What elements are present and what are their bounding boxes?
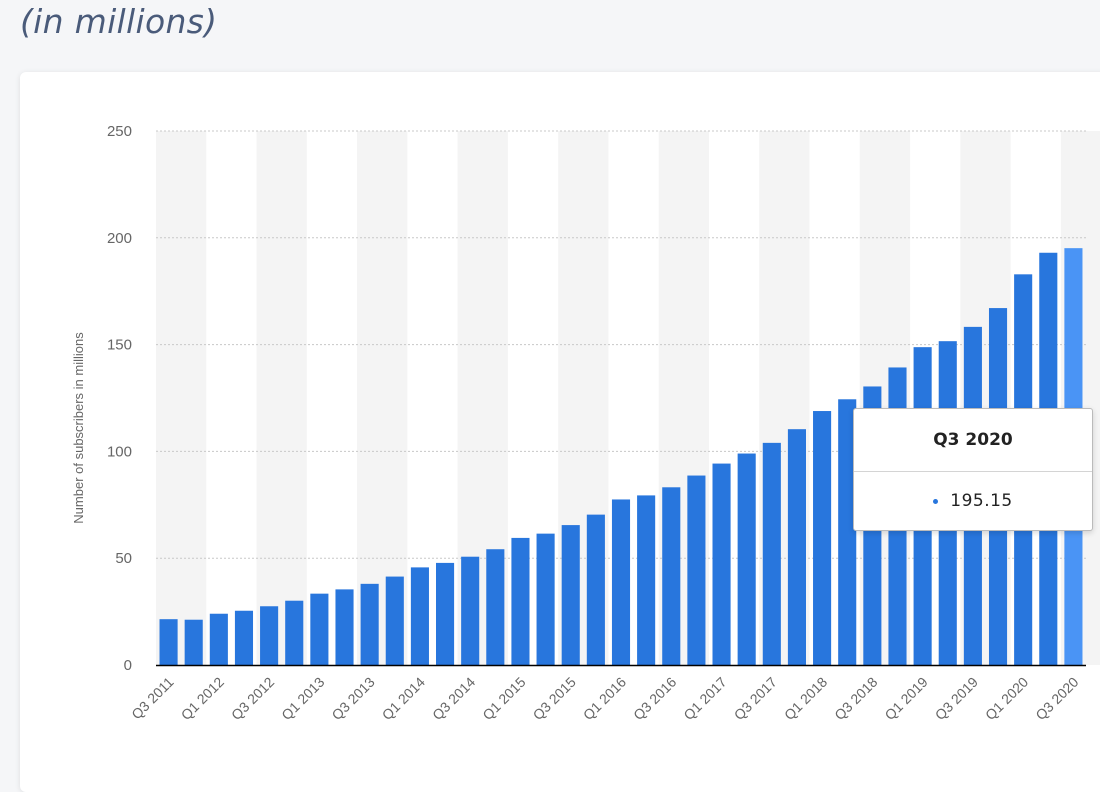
bar[interactable] bbox=[260, 606, 279, 665]
bar[interactable] bbox=[838, 399, 857, 665]
x-tick-label: Q1 2012 bbox=[178, 674, 227, 723]
chart-subtitle: (in millions) bbox=[20, 2, 218, 41]
y-axis-label: Number of subscribers in millions bbox=[71, 332, 86, 524]
bar[interactable] bbox=[285, 600, 304, 665]
bar[interactable] bbox=[712, 463, 731, 665]
tooltip-value: 195.15 bbox=[950, 491, 1013, 511]
bar[interactable] bbox=[335, 589, 354, 665]
column-band bbox=[256, 131, 307, 665]
bar[interactable] bbox=[159, 619, 178, 665]
x-tick-label: Q3 2011 bbox=[128, 674, 177, 723]
bar[interactable] bbox=[310, 593, 329, 665]
y-tick-label: 250 bbox=[107, 123, 132, 140]
bar[interactable] bbox=[511, 537, 530, 665]
bar[interactable] bbox=[637, 495, 656, 665]
bar[interactable] bbox=[787, 429, 806, 665]
x-tick-label: Q1 2016 bbox=[580, 674, 629, 723]
bar[interactable] bbox=[586, 514, 605, 665]
x-tick-label: Q3 2017 bbox=[731, 674, 780, 723]
y-axis-ticks: 0 50 100 150 200 250 bbox=[107, 123, 132, 674]
bar[interactable] bbox=[360, 583, 379, 665]
column-band bbox=[156, 131, 207, 665]
bar[interactable] bbox=[461, 556, 480, 665]
x-tick-label: Q3 2015 bbox=[530, 674, 579, 723]
bar[interactable] bbox=[486, 549, 505, 665]
bar[interactable] bbox=[687, 475, 706, 665]
x-tick-label: Q1 2014 bbox=[379, 674, 428, 723]
y-tick-label: 100 bbox=[107, 443, 132, 460]
bar[interactable] bbox=[209, 613, 228, 665]
bar[interactable] bbox=[561, 525, 580, 665]
x-tick-label: Q1 2013 bbox=[278, 674, 327, 723]
y-tick-label: 200 bbox=[107, 230, 132, 247]
bar[interactable] bbox=[385, 576, 404, 665]
tooltip-label: Q3 2020 bbox=[854, 409, 1092, 472]
x-tick-label: Q3 2012 bbox=[228, 674, 277, 723]
x-tick-label: Q3 2016 bbox=[630, 674, 679, 723]
bar[interactable] bbox=[611, 499, 631, 665]
bar[interactable] bbox=[436, 562, 455, 665]
x-tick-label: Q1 2018 bbox=[781, 674, 830, 723]
x-tick-label: Q3 2014 bbox=[429, 674, 478, 723]
x-tick-label: Q3 2019 bbox=[932, 674, 981, 723]
bar[interactable] bbox=[536, 533, 555, 665]
column-band bbox=[357, 131, 408, 665]
bar[interactable] bbox=[662, 487, 681, 665]
x-tick-label: Q1 2020 bbox=[982, 674, 1031, 723]
y-tick-label: 50 bbox=[115, 550, 132, 567]
x-tick-label: Q3 2020 bbox=[1032, 674, 1081, 723]
series-dot-icon bbox=[933, 498, 939, 504]
data-tooltip: Q3 2020 195.15 bbox=[853, 408, 1093, 531]
x-tick-label: Q3 2018 bbox=[831, 674, 880, 723]
x-axis-ticks: Q3 2011 Q1 2012 Q3 2012 Q1 2013 Q3 2013 Q1 20… bbox=[128, 674, 1082, 723]
bar[interactable] bbox=[234, 610, 254, 665]
bar[interactable] bbox=[737, 453, 756, 665]
x-tick-label: Q3 2013 bbox=[328, 674, 377, 723]
tooltip-body: 195.15 bbox=[854, 472, 1092, 530]
y-tick-label: 150 bbox=[107, 337, 132, 354]
bar[interactable] bbox=[813, 411, 832, 665]
bar[interactable] bbox=[184, 619, 203, 665]
bar[interactable] bbox=[410, 567, 429, 665]
bar[interactable] bbox=[762, 442, 781, 665]
x-tick-label: Q1 2015 bbox=[479, 674, 528, 723]
x-tick-label: Q1 2019 bbox=[881, 674, 930, 723]
y-tick-label: 0 bbox=[124, 657, 132, 674]
x-tick-label: Q1 2017 bbox=[680, 674, 729, 723]
